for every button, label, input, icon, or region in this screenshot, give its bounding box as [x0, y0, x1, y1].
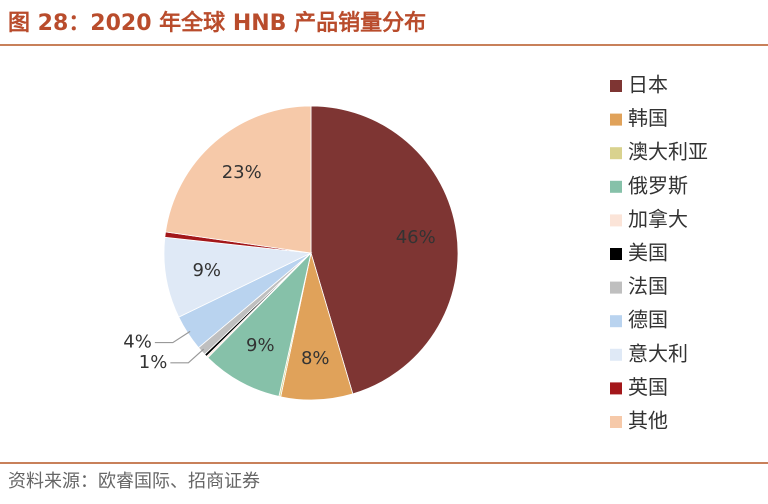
legend-swatch	[610, 80, 622, 92]
leader-line	[170, 348, 205, 364]
pie-slice	[207, 251, 312, 397]
legend-swatch	[610, 113, 622, 126]
legend-label: 其他	[628, 409, 668, 433]
legend-label: 澳大利亚	[628, 140, 708, 164]
pie-slice	[310, 105, 459, 395]
legend-swatch	[610, 180, 622, 193]
legend-swatch	[610, 315, 622, 328]
data-label: 46%	[396, 227, 436, 248]
legend-swatch	[610, 281, 622, 294]
legend-label: 俄罗斯	[628, 173, 688, 197]
legend-label: 日本	[628, 73, 668, 97]
legend-swatch	[610, 416, 622, 428]
source: 资料来源：欧睿国际、招商证券	[8, 471, 260, 492]
legend-label: 意大利	[628, 341, 688, 365]
pie-slice	[163, 236, 313, 318]
leader-line	[154, 330, 191, 344]
legend-label: 加拿大	[628, 207, 688, 231]
legend-swatch	[610, 147, 622, 160]
legend-label: 德国	[628, 308, 668, 332]
pie-slice	[165, 105, 312, 254]
legend-swatch	[610, 382, 622, 395]
legend-swatch	[610, 214, 622, 227]
legend-label: 美国	[628, 241, 668, 265]
legend-label: 韩国	[628, 106, 668, 130]
data-label: 23%	[222, 162, 262, 183]
data-label: 1%	[139, 352, 168, 373]
legend-label: 英国	[628, 375, 668, 399]
data-label: 9%	[192, 260, 221, 281]
chart-title: 图 28：2020 年全球 HNB 产品销量分布	[8, 10, 426, 36]
legend-swatch	[610, 348, 622, 361]
legend-label: 法国	[628, 274, 668, 298]
data-label: 4%	[123, 332, 152, 353]
data-label: 9%	[246, 335, 275, 356]
legend-swatch	[610, 248, 622, 260]
data-label: 8%	[301, 348, 330, 369]
